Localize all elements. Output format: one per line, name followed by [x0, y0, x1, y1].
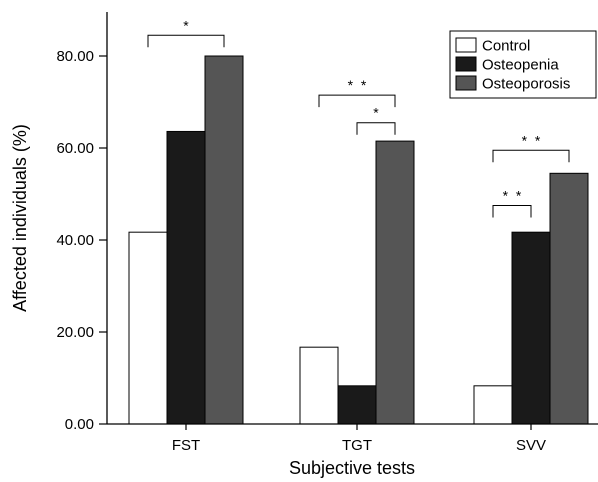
legend-swatch-osteoporosis	[455, 75, 477, 91]
significance-mark: *	[183, 17, 189, 33]
legend-label-control: Control	[482, 38, 530, 55]
x-axis-title: Subjective tests	[289, 458, 415, 478]
bar-tgt-osteopenia	[337, 385, 377, 425]
y-tick-label: 20.00	[56, 324, 94, 341]
legend-label-osteoporosis: Osteoporosis	[482, 76, 570, 93]
bar-fst-control	[128, 231, 168, 425]
significance-bracket	[492, 205, 532, 218]
y-tick-label: 60.00	[56, 140, 94, 157]
bar-svv-osteopenia	[511, 231, 551, 425]
legend-swatch-osteopenia	[455, 56, 477, 72]
legend-label-osteopenia: Osteopenia	[482, 57, 559, 74]
significance-bracket	[492, 149, 570, 163]
significance-mark: * *	[503, 188, 522, 204]
bar-tgt-control	[299, 346, 339, 425]
x-tick-label: SVV	[516, 437, 546, 454]
bar-fst-osteoporosis	[204, 55, 244, 425]
significance-bracket	[147, 34, 225, 48]
significance-bracket	[318, 94, 396, 108]
x-tick-label: TGT	[342, 437, 372, 454]
bar-svv-osteoporosis	[549, 172, 589, 425]
significance-mark: * *	[348, 77, 367, 93]
significance-mark: *	[373, 105, 379, 121]
legend-swatch-control	[455, 37, 477, 53]
bar-tgt-osteoporosis	[375, 140, 415, 425]
y-axis-title: Affected individuals (%)	[10, 124, 30, 312]
y-tick-label: 0.00	[65, 416, 94, 433]
significance-bracket	[356, 122, 396, 135]
bar-fst-osteopenia	[166, 130, 206, 425]
x-tick-label: FST	[172, 437, 200, 454]
legend: Control Osteopenia Osteoporosis	[449, 30, 597, 99]
significance-mark: * *	[522, 132, 541, 148]
y-tick-label: 40.00	[56, 232, 94, 249]
bar-svv-control	[473, 385, 513, 425]
y-tick-label: 80.00	[56, 48, 94, 65]
